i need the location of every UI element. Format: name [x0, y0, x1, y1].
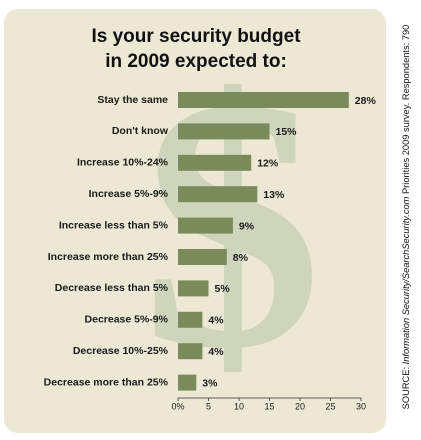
x-tick-label: 15	[264, 401, 274, 411]
bar	[178, 154, 252, 171]
chart-title: in 2009 expected to:	[105, 51, 287, 72]
source-note: SOURCE: Information Security/SearchSecur…	[401, 25, 411, 410]
x-tick-label: 10	[234, 401, 244, 411]
bar	[178, 217, 233, 234]
category-label: Increase more than 25%	[48, 251, 169, 263]
bar	[178, 186, 258, 203]
bar	[178, 311, 203, 328]
value-label: 28%	[355, 95, 377, 107]
value-label: 15%	[276, 126, 298, 138]
source-text: Priorities 2009 survey. Respondents: 790	[401, 25, 411, 194]
value-label: 4%	[208, 315, 224, 327]
x-tick-label: 0%	[171, 401, 184, 411]
category-label: Increase less than 5%	[59, 219, 169, 231]
value-label: 5%	[215, 283, 231, 295]
value-label: 12%	[257, 158, 279, 170]
category-label: Stay the same	[97, 94, 168, 106]
value-label: 3%	[202, 377, 218, 389]
bar	[178, 92, 349, 108]
category-label: Decrease less than 5%	[55, 282, 169, 294]
x-tick-label: 25	[325, 401, 335, 411]
bar	[178, 123, 270, 140]
source-publication: Information Security/SearchSecurity.com	[401, 196, 411, 364]
value-label: 4%	[208, 346, 224, 358]
category-label: Increase 5%-9%	[89, 188, 169, 200]
chart-title: Is your security budget	[91, 26, 301, 47]
value-label: 8%	[233, 252, 249, 264]
bar	[178, 343, 203, 360]
x-tick-label: 5	[206, 401, 211, 411]
bar	[178, 249, 227, 265]
bar	[178, 374, 197, 391]
value-label: 9%	[239, 220, 255, 232]
source-label: SOURCE:	[401, 367, 411, 409]
category-label: Decrease 5%-9%	[85, 314, 169, 326]
category-label: Decrease more than 25%	[44, 376, 169, 388]
x-tick-label: 30	[356, 401, 366, 411]
x-tick-label: 20	[295, 401, 305, 411]
category-label: Decrease 10%-25%	[73, 345, 169, 357]
category-label: Increase 10%-24%	[77, 157, 169, 169]
bar	[178, 280, 209, 297]
category-label: Don't know	[112, 125, 169, 137]
value-label: 13%	[263, 189, 285, 201]
